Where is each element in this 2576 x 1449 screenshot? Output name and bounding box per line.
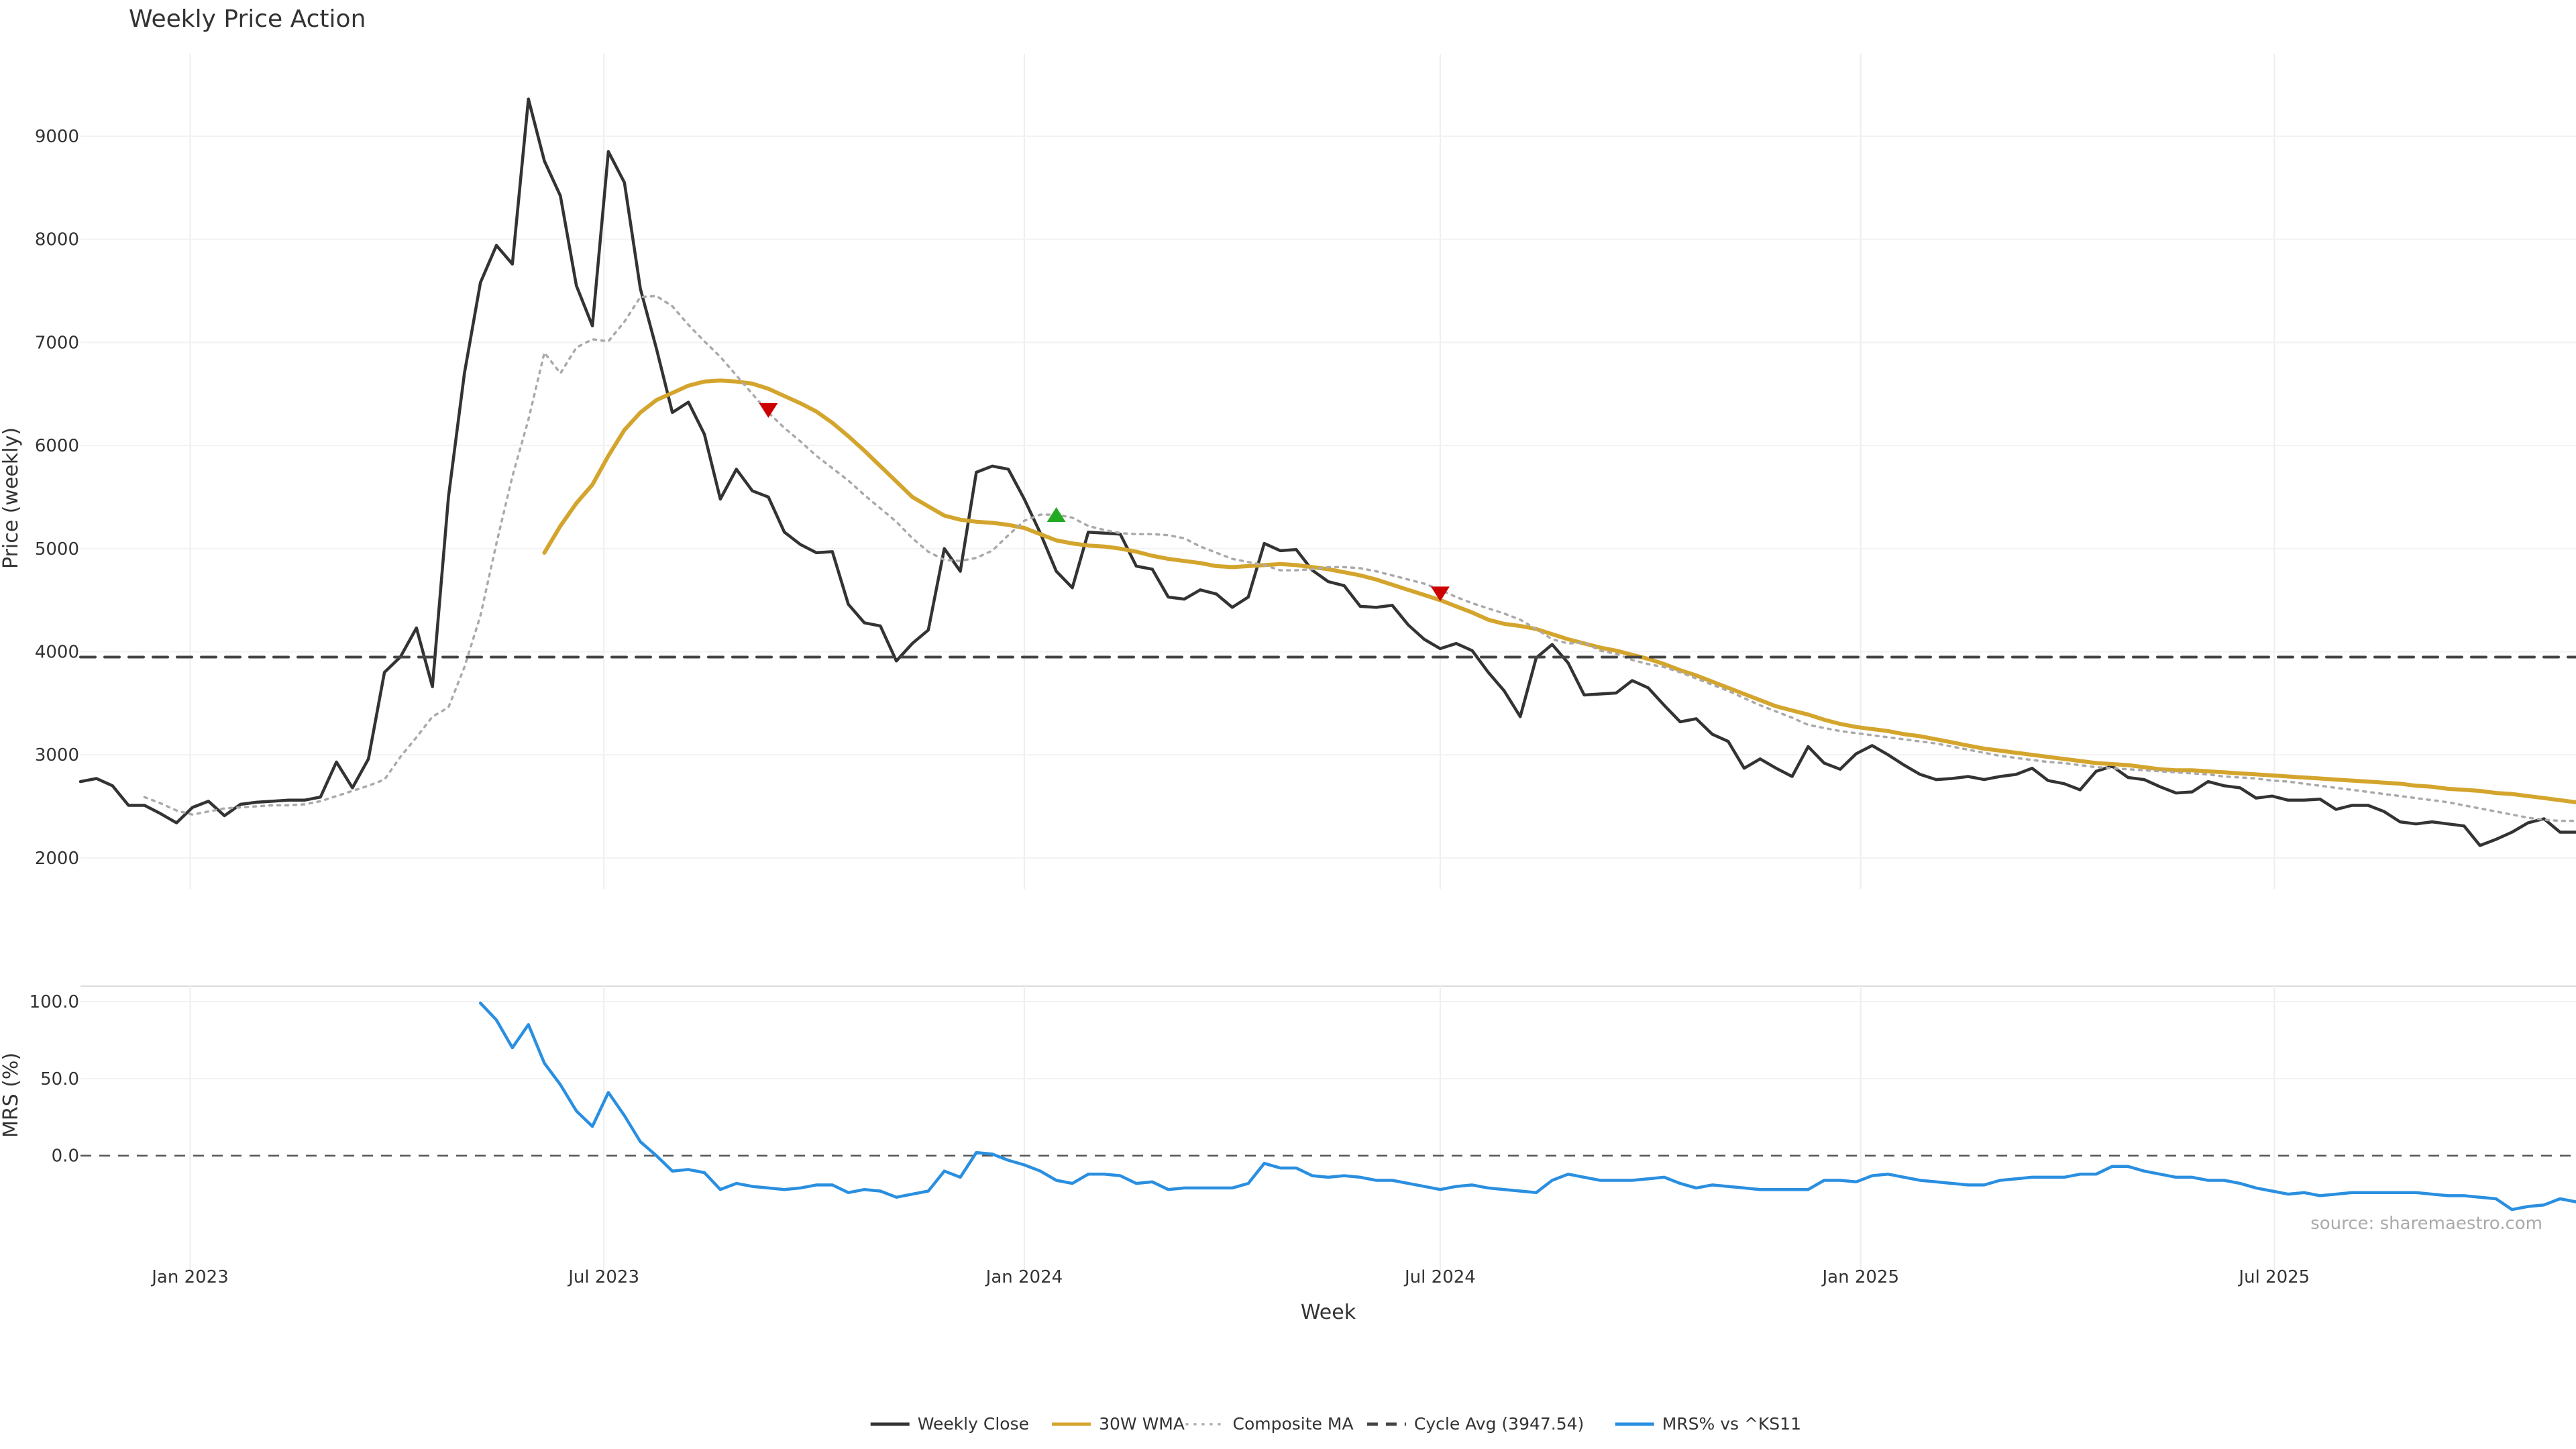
signal-markers bbox=[759, 402, 1450, 602]
price-y-tick-6000: 6000 bbox=[35, 436, 79, 456]
price-y-tick-9000: 9000 bbox=[35, 127, 79, 147]
legend-label-mrs-vs-ks11: MRS% vs ^KS11 bbox=[1662, 1414, 1801, 1434]
chart-title: Weekly Price Action bbox=[129, 5, 366, 33]
mrs-y-tick-50: 50.0 bbox=[40, 1069, 79, 1089]
price-y-axis-title: Price (weekly) bbox=[0, 427, 23, 569]
source-annotation: source: sharemaestro.com bbox=[2310, 1214, 2542, 1234]
series-mrs-vs-ks11 bbox=[478, 1002, 2576, 1212]
series-composite-ma bbox=[143, 294, 2576, 822]
price-y-tick-7000: 7000 bbox=[35, 333, 79, 353]
legend: Weekly Close 30W WMA Composite MA Cycle Avg… bbox=[870, 1414, 1801, 1434]
mrs-series bbox=[478, 1002, 2576, 1212]
mrs-gridlines bbox=[80, 986, 2576, 1271]
x-tick-jul-2025: Jul 2025 bbox=[2237, 1267, 2310, 1287]
price-y-tick-4000: 4000 bbox=[35, 642, 79, 662]
price-y-tick-2000: 2000 bbox=[35, 849, 79, 869]
buy-marker-2 bbox=[1046, 507, 1066, 523]
mrs-y-ticks: 100.0 50.0 0.0 bbox=[30, 992, 79, 1167]
x-tick-jul-2023: Jul 2023 bbox=[567, 1267, 639, 1287]
x-tick-jan-2024: Jan 2024 bbox=[985, 1267, 1063, 1287]
x-axis-ticks: Jan 2023 Jul 2023 Jan 2024 Jul 2024 Jan 2025… bbox=[150, 1267, 2310, 1287]
legend-label-weekly-close: Weekly Close bbox=[918, 1414, 1029, 1434]
price-series bbox=[78, 97, 2576, 847]
price-y-tick-3000: 3000 bbox=[35, 745, 79, 765]
price-y-ticks: 2000 3000 4000 5000 6000 7000 8000 9000 bbox=[35, 127, 79, 869]
legend-label-30w-wma: 30W WMA bbox=[1099, 1414, 1185, 1434]
price-panel: 2000 3000 4000 5000 6000 7000 8000 9000 Price (… bbox=[0, 54, 2576, 889]
sell-marker-1 bbox=[759, 402, 778, 418]
sell-marker-3 bbox=[1430, 586, 1450, 602]
x-tick-jan-2025: Jan 2025 bbox=[1821, 1267, 1899, 1287]
x-tick-jul-2024: Jul 2024 bbox=[1403, 1267, 1476, 1287]
x-tick-jan-2023: Jan 2023 bbox=[150, 1267, 229, 1287]
mrs-y-axis-title: MRS (%) bbox=[0, 1053, 23, 1138]
x-axis-title: Week bbox=[1301, 1301, 1356, 1324]
series-30w-wma bbox=[542, 378, 2576, 804]
mrs-y-tick-0: 0.0 bbox=[52, 1146, 79, 1167]
series-weekly-close bbox=[78, 97, 2576, 847]
mrs-panel: 100.0 50.0 0.0 MRS (%) bbox=[0, 986, 2576, 1271]
price-gridlines bbox=[80, 54, 2576, 889]
price-y-tick-8000: 8000 bbox=[35, 230, 79, 250]
legend-label-composite-ma: Composite MA bbox=[1233, 1414, 1354, 1434]
price-y-tick-5000: 5000 bbox=[35, 539, 79, 559]
mrs-y-tick-100: 100.0 bbox=[30, 992, 79, 1012]
legend-label-cycle-avg-3947-54: Cycle Avg (3947.54) bbox=[1414, 1414, 1584, 1434]
